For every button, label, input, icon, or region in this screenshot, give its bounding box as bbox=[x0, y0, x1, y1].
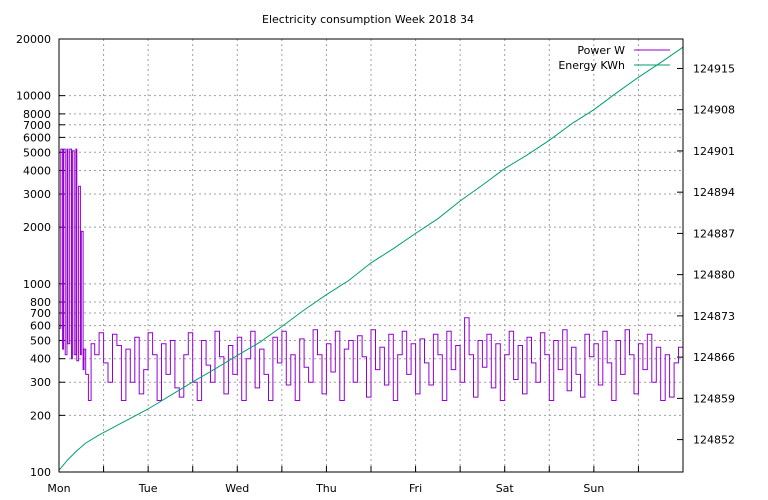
left-tick-label-3: 400 bbox=[30, 353, 51, 366]
legend-label-0: Power W bbox=[577, 44, 625, 57]
left-tick-label-16: 10000 bbox=[16, 90, 51, 103]
left-tick-label-2: 300 bbox=[30, 376, 51, 389]
chart-title: Electricity consumption Week 2018 34 bbox=[262, 13, 474, 26]
right-tick-label-1: 124859 bbox=[693, 392, 735, 405]
left-tick-label-0: 100 bbox=[30, 466, 51, 479]
left-tick-label-11: 4000 bbox=[23, 165, 51, 178]
x-tick-label-wed: Wed bbox=[225, 482, 249, 495]
x-tick-label-mon: Mon bbox=[47, 482, 70, 495]
left-tick-label-10: 3000 bbox=[23, 188, 51, 201]
series-line-0 bbox=[59, 148, 684, 401]
left-tick-label-14: 7000 bbox=[23, 119, 51, 132]
left-tick-label-17: 20000 bbox=[16, 33, 51, 46]
left-tick-label-12: 5000 bbox=[23, 146, 51, 159]
right-tick-label-7: 124901 bbox=[693, 145, 735, 158]
x-tick-label-sat: Sat bbox=[496, 482, 515, 495]
x-axis: Mon Tue Wed Thu Fri Sat Sun bbox=[47, 466, 639, 495]
left-tick-label-13: 6000 bbox=[23, 131, 51, 144]
grid bbox=[59, 39, 683, 472]
right-tick-label-6: 124894 bbox=[693, 186, 735, 199]
right-tick-label-5: 124887 bbox=[693, 227, 735, 240]
left-tick-label-4: 500 bbox=[30, 334, 51, 347]
plot-area bbox=[58, 46, 684, 471]
series-line-1 bbox=[58, 46, 684, 471]
right-tick-label-3: 124873 bbox=[693, 310, 735, 323]
left-tick-label-5: 600 bbox=[30, 320, 51, 333]
left-tick-label-15: 8000 bbox=[23, 108, 51, 121]
right-tick-label-2: 124866 bbox=[693, 351, 735, 364]
right-tick-label-9: 124915 bbox=[693, 62, 735, 75]
left-tick-label-9: 2000 bbox=[23, 221, 51, 234]
right-tick-label-0: 124852 bbox=[693, 434, 735, 447]
legend: Power W Energy KWh bbox=[558, 44, 670, 72]
x-tick-label-tue: Tue bbox=[138, 482, 158, 495]
right-tick-label-4: 124880 bbox=[693, 269, 735, 282]
left-tick-label-7: 800 bbox=[30, 296, 51, 309]
left-tick-label-1: 200 bbox=[30, 409, 51, 422]
x-tick-label-fri: Fri bbox=[409, 482, 422, 495]
plot-frame bbox=[58, 38, 684, 473]
left-tick-label-8: 1000 bbox=[23, 278, 51, 291]
right-tick-label-8: 124908 bbox=[693, 104, 735, 117]
legend-label-1: Energy KWh bbox=[558, 59, 625, 72]
x-tick-label-thu: Thu bbox=[315, 482, 337, 495]
left-tick-label-6: 700 bbox=[30, 307, 51, 320]
right-axis: 124852 124859 124866 124873 124880 124887 1248… bbox=[677, 62, 735, 447]
x-tick-label-sun: Sun bbox=[583, 482, 604, 495]
